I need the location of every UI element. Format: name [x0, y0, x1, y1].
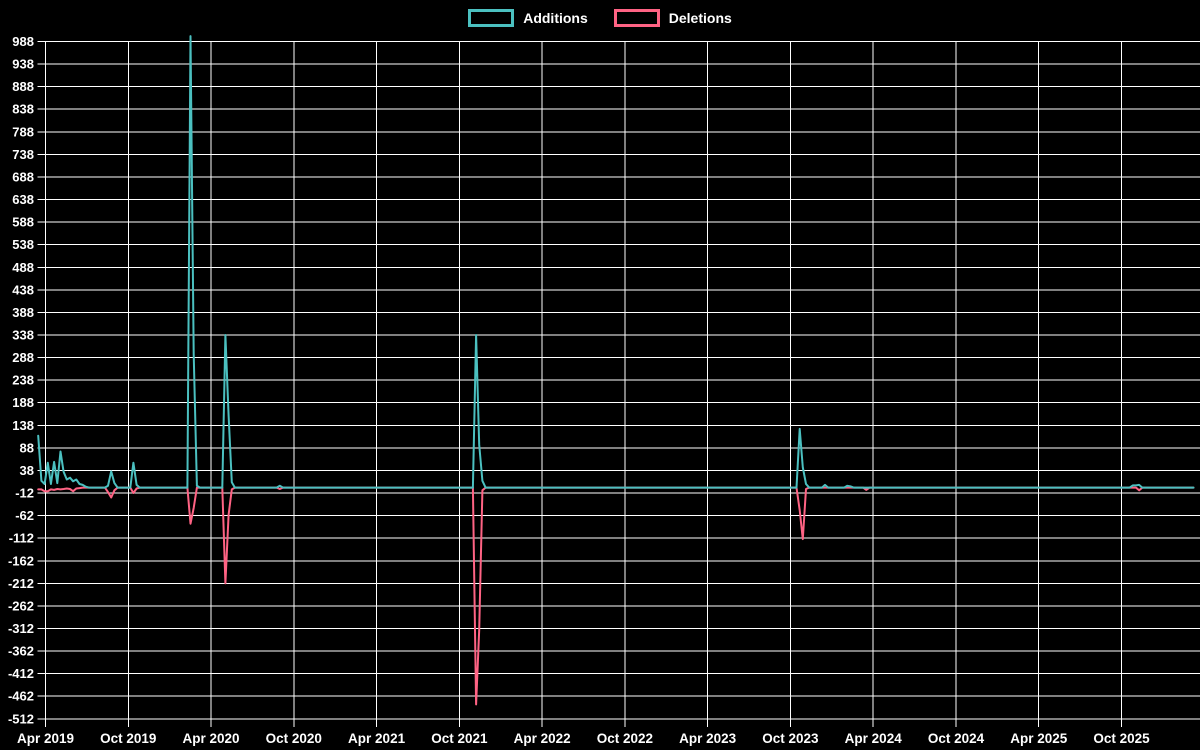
- y-tick-label: -112: [9, 531, 34, 546]
- y-tick-label: -362: [8, 644, 34, 659]
- legend-label-deletions: Deletions: [668, 10, 732, 26]
- y-tick-label: 738: [12, 147, 34, 162]
- x-tick-label: Oct 2023: [762, 731, 819, 746]
- x-tick-label: Apr 2020: [183, 731, 240, 746]
- additions-swatch-icon: [468, 9, 515, 27]
- y-tick-label: 388: [12, 305, 34, 320]
- legend-item-deletions[interactable]: Deletions: [613, 9, 732, 27]
- x-tick-label: Apr 2023: [679, 731, 737, 746]
- y-tick-label: 588: [12, 215, 34, 230]
- y-tick-label: 638: [12, 192, 34, 207]
- legend-label-additions: Additions: [523, 10, 588, 26]
- y-tick-label: 488: [12, 260, 34, 275]
- y-tick-label: 138: [12, 418, 34, 433]
- y-tick-label: 888: [12, 79, 34, 94]
- x-tick-label: Oct 2024: [928, 731, 985, 746]
- y-tick-label: 88: [20, 440, 34, 455]
- y-tick-label: 788: [12, 124, 34, 139]
- y-tick-label: -162: [8, 553, 34, 568]
- y-tick-label: -412: [8, 666, 34, 681]
- y-tick-label: 988: [12, 34, 34, 49]
- x-tick-label: Oct 2025: [1093, 731, 1150, 746]
- y-tick-label: 338: [12, 327, 34, 342]
- x-tick-label: Apr 2019: [17, 731, 74, 746]
- y-tick-label: -462: [8, 689, 34, 704]
- y-tick-label: 838: [12, 102, 34, 117]
- y-tick-label: 538: [12, 237, 34, 252]
- y-tick-label: 938: [12, 57, 34, 72]
- y-tick-label: 238: [12, 373, 34, 388]
- x-tick-label: Oct 2021: [431, 731, 488, 746]
- y-tick-label: -212: [8, 576, 34, 591]
- additions-line: [37, 35, 1195, 489]
- legend-item-additions[interactable]: Additions: [468, 9, 588, 27]
- y-tick-label: 288: [12, 350, 34, 365]
- deletions-line: [37, 486, 1195, 706]
- x-tick-label: Oct 2020: [266, 731, 322, 746]
- y-tick-label: -62: [15, 508, 34, 523]
- x-tick-label: Oct 2019: [100, 731, 156, 746]
- x-tick-label: Apr 2021: [348, 731, 406, 746]
- x-tick-label: Apr 2024: [845, 731, 903, 746]
- y-tick-label: -512: [8, 711, 34, 726]
- x-tick-label: Oct 2022: [597, 731, 653, 746]
- y-tick-label: 688: [12, 169, 34, 184]
- deletions-swatch-icon: [613, 9, 660, 27]
- y-tick-label: -312: [8, 621, 34, 636]
- y-tick-label: -12: [15, 486, 34, 501]
- y-tick-label: 188: [12, 395, 34, 410]
- y-tick-label: -262: [8, 598, 34, 613]
- x-tick-label: Apr 2022: [514, 731, 571, 746]
- y-tick-label: 38: [20, 463, 34, 478]
- x-tick-label: Apr 2025: [1010, 731, 1068, 746]
- chart-legend: Additions Deletions: [0, 7, 1200, 29]
- y-tick-label: 438: [12, 282, 34, 297]
